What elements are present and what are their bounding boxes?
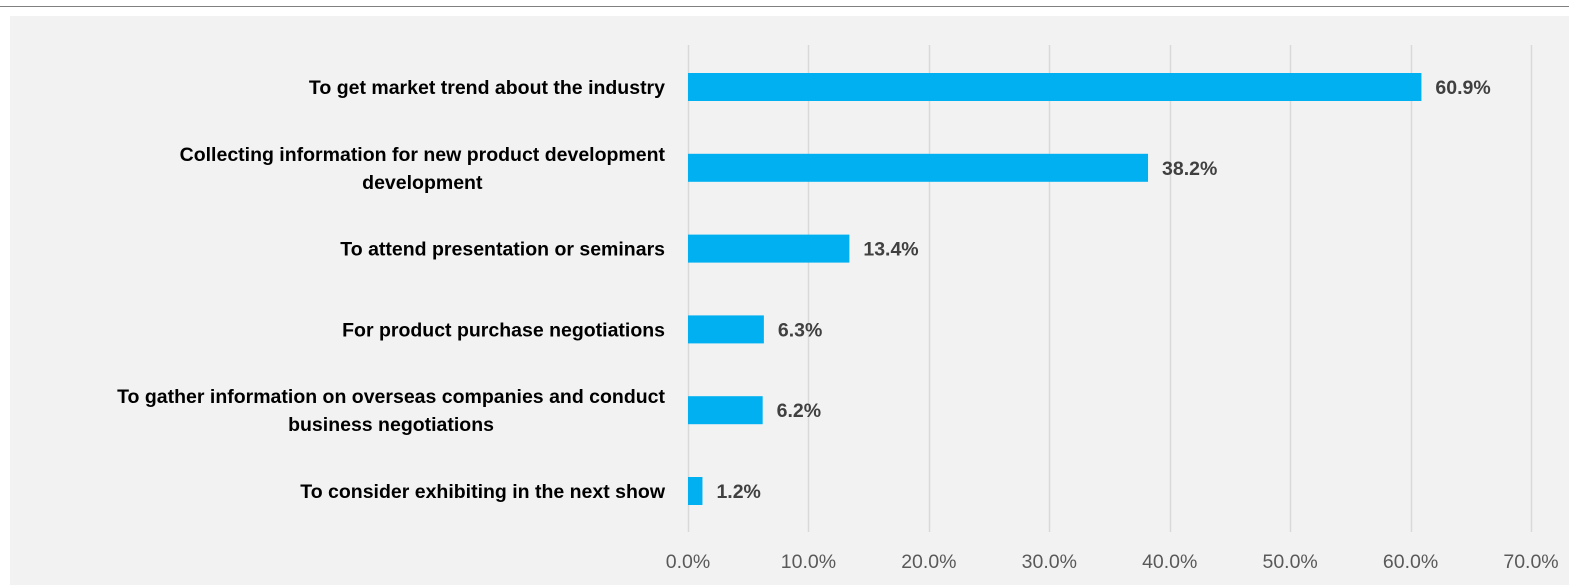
category-label: To get market trend about the industry (309, 77, 665, 99)
bar (688, 73, 1422, 101)
data-label: 38.2% (1162, 158, 1217, 180)
x-tick-label: 40.0% (1142, 551, 1197, 573)
category-label: For product purchase negotiations (342, 319, 665, 341)
category-label: development (362, 172, 483, 194)
data-label: 6.2% (777, 400, 821, 422)
category-labels: To get market trend about the industry Co… (117, 77, 666, 503)
gridlines (687, 45, 1533, 532)
bar (688, 396, 763, 425)
x-tick-label: 10.0% (781, 551, 836, 573)
data-label: 60.9% (1435, 77, 1490, 99)
chart-area (10, 16, 1569, 585)
x-tick-label: 70.0% (1503, 551, 1558, 573)
x-axis-tick-labels: 0.0% 10.0% 20.0% 30.0% 40.0% 50.0% 60.0% 70.0% (666, 551, 1559, 573)
bar (688, 153, 1149, 182)
bar (688, 477, 703, 505)
bar (688, 234, 850, 263)
bar (688, 315, 764, 344)
data-label: 13.4% (863, 239, 918, 261)
x-tick-label: 50.0% (1262, 551, 1317, 573)
category-label: To attend presentation or seminars (340, 239, 665, 261)
top-divider (0, 6, 1569, 7)
x-tick-label: 60.0% (1383, 551, 1438, 573)
x-tick-label: 20.0% (901, 551, 956, 573)
category-label: To gather information on overseas compan… (117, 386, 665, 408)
data-label: 1.2% (716, 481, 760, 503)
data-labels: 60.9% 38.2% 13.4% 6.3% 6.2% 1.2% (716, 77, 1490, 503)
category-label: business negotiations (288, 414, 494, 436)
bars (688, 73, 1422, 505)
category-label: Collecting information for new product d… (180, 144, 666, 166)
x-tick-label: 0.0% (666, 551, 710, 573)
data-label: 6.3% (778, 319, 822, 341)
x-tick-label: 30.0% (1022, 551, 1077, 573)
category-label: To consider exhibiting in the next show (300, 481, 666, 503)
